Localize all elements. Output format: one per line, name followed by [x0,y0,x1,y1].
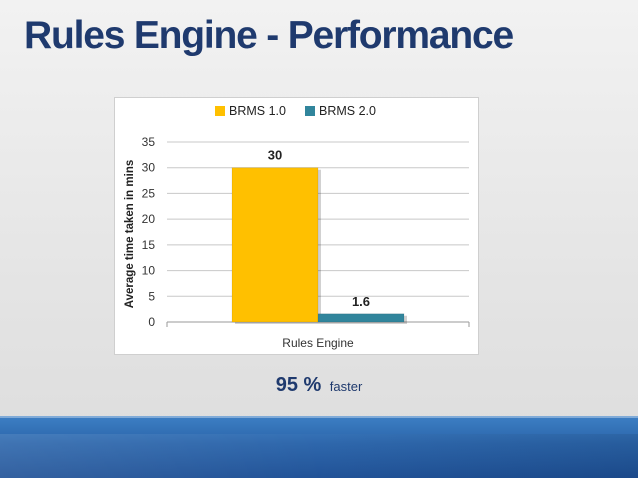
footer-highlight [0,416,638,418]
data-label-0: 30 [268,148,282,163]
chart-frame: 0 5 10 15 20 25 30 35 30 1.6 Rules Engine Average t… [114,97,479,355]
data-label-1: 1.6 [352,294,370,309]
x-category-label: Rules Engine [282,336,354,350]
legend-label-1: BRMS 2.0 [319,104,376,118]
legend-label-0: BRMS 1.0 [229,104,286,118]
footer-band [0,416,638,478]
footer-stripe [0,434,638,478]
bar-brms-2-0 [317,313,405,323]
slide-title: Rules Engine - Performance [24,14,514,57]
y-tick-label-0: 0 [148,315,155,329]
y-tick-label-5: 25 [142,186,156,200]
y-tick-label-3: 15 [142,238,156,252]
y-tick-label-7: 35 [142,135,156,149]
caption: 95 % faster [0,374,638,397]
y-tick-label-6: 30 [142,161,156,175]
y-axis-label: Average time taken in mins [124,160,136,309]
y-tick-label-2: 10 [142,264,156,278]
y-tick-label-1: 5 [148,289,155,303]
caption-text: faster [329,379,363,394]
legend-swatch-1 [305,106,315,116]
legend-swatch-0 [215,106,225,116]
y-tick-label-4: 20 [142,212,156,226]
caption-value: 95 % [275,374,322,396]
bar-brms-1-0 [231,167,319,323]
bar-chart: 0 5 10 15 20 25 30 35 30 1.6 Rules Engine Average t… [124,104,470,350]
